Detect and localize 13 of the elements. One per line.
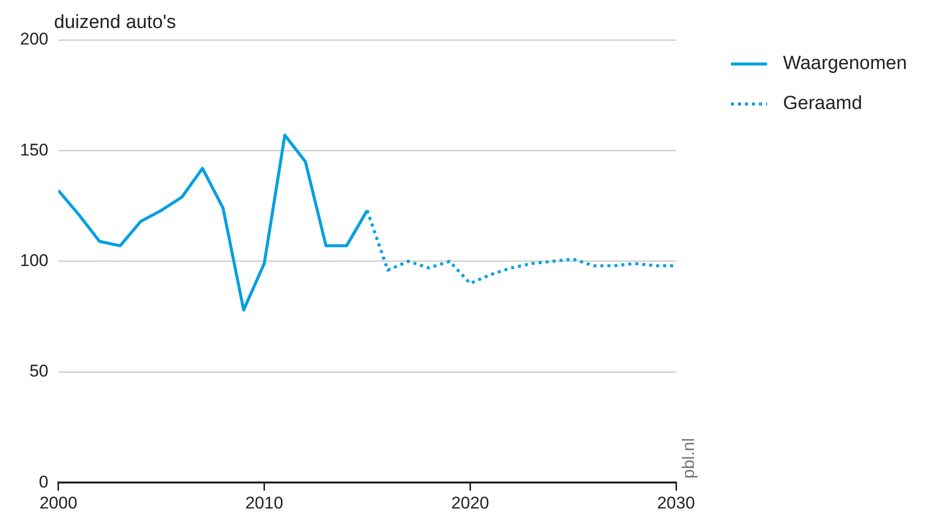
x-tick-label: 2020 bbox=[451, 493, 490, 512]
y-tick-label: 150 bbox=[20, 140, 48, 160]
x-tick-label: 2030 bbox=[657, 493, 695, 512]
y-axis-title: duizend auto's bbox=[54, 12, 176, 33]
y-tick-label: 200 bbox=[20, 30, 48, 49]
legend-label: Waargenomen bbox=[783, 53, 907, 74]
x-tick-label: 2000 bbox=[39, 493, 78, 512]
text: pbl.nl bbox=[679, 438, 698, 479]
y-tick-label: 0 bbox=[38, 472, 48, 492]
x-tick-label: 2010 bbox=[245, 493, 284, 512]
y-tick-label: 50 bbox=[29, 362, 48, 381]
legend-label: Geraamd bbox=[783, 93, 862, 114]
y-tick-label: 100 bbox=[20, 250, 48, 270]
